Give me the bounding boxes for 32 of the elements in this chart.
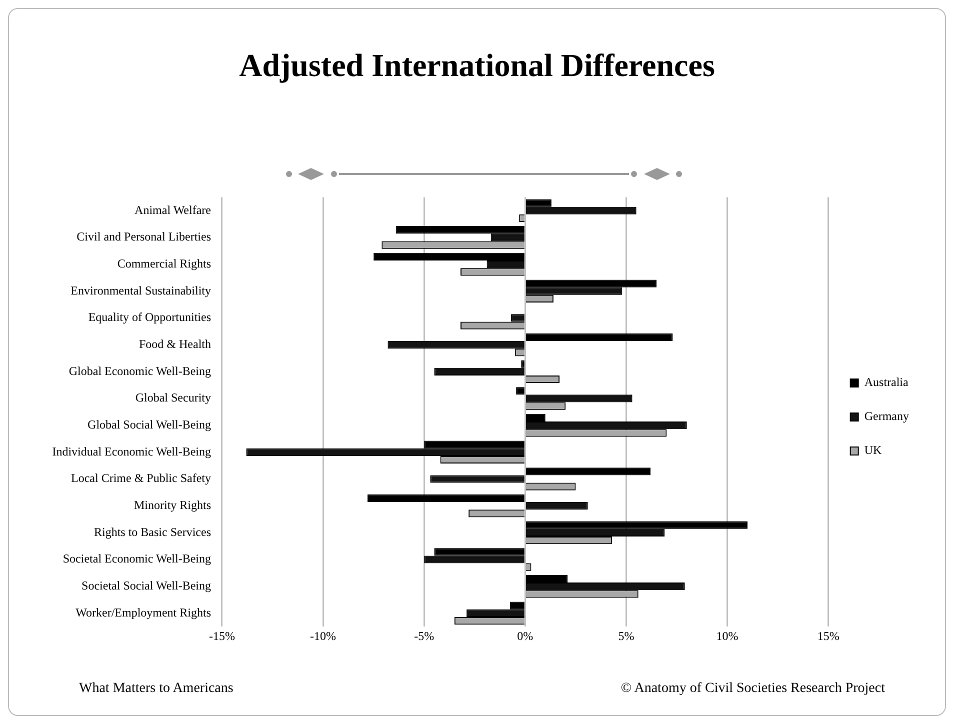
y-tick-label: Societal Social Well-Being — [82, 578, 211, 592]
y-tick-label: Individual Economic Well-Being — [52, 444, 211, 458]
bar — [368, 494, 524, 502]
x-tick-label: 10% — [716, 628, 738, 643]
y-tick-label: Equality of Opportunities — [88, 310, 212, 324]
text: © Anatomy of Civil Societies Research Project — [620, 681, 885, 697]
y-tick-label: Global Security — [135, 390, 211, 405]
x-tick-label: -5% — [414, 628, 434, 643]
y-tick-label: Civil and Personal Liberties — [76, 230, 212, 244]
y-tick-label: Local Crime & Public Safety — [71, 471, 211, 486]
bar — [526, 468, 650, 476]
y-tick-label: Minority Rights — [134, 498, 212, 512]
y-tick-label: Commercial Rights — [117, 256, 212, 270]
x-tick-label: 5% — [618, 628, 634, 643]
legend-label: Australia — [864, 375, 910, 390]
y-tick-label: Societal Economic Well-Being — [62, 552, 211, 566]
legend-label: Germany — [864, 409, 910, 424]
x-tick-label: 15% — [817, 628, 840, 643]
y-tick-label: Rights to Basic Services — [94, 524, 212, 539]
x-tick-label: 0% — [517, 628, 534, 643]
y-tick-label: Food & Health — [138, 336, 211, 351]
x-tick-label: -10% — [310, 628, 336, 643]
y-tick-label: Animal Welfare — [134, 202, 211, 217]
chart-title: Adjusted International Differences — [238, 47, 716, 84]
y-tick-label: Global Social Well-Being — [88, 417, 211, 432]
text: What Matters to Americans — [79, 681, 234, 697]
y-tick-label: Environmental Sustainability — [70, 283, 211, 298]
x-tick-label: -15% — [208, 628, 235, 643]
legend-label: UK — [864, 443, 882, 458]
bar — [526, 333, 673, 342]
y-tick-label: Worker/Employment Rights — [76, 605, 212, 620]
y-tick-label: Global Economic Well-Being — [68, 364, 211, 378]
